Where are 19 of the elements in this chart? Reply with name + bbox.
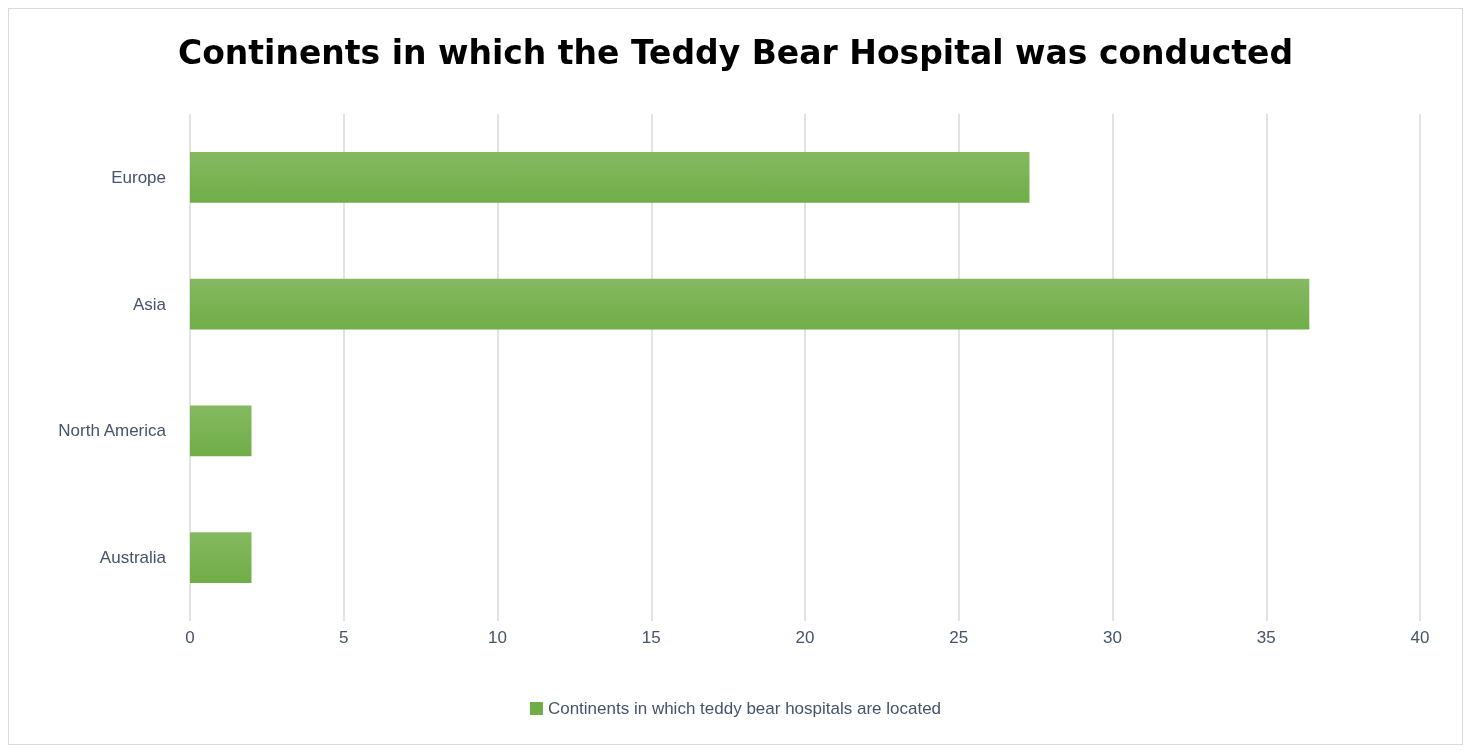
- x-tick-label: 0: [185, 628, 195, 647]
- chart-title: Continents in which the Teddy Bear Hospital was conducted: [177, 33, 1294, 72]
- legend-label: Continents in which teddy bear hospitals are located: [547, 699, 942, 718]
- bar: [190, 152, 1030, 203]
- x-tick-label: 40: [1410, 628, 1430, 647]
- x-tick-label: 25: [949, 628, 969, 647]
- x-tick-label: 5: [339, 628, 349, 647]
- x-tick-label: 10: [488, 628, 507, 647]
- y-tick-label: Asia: [132, 294, 167, 314]
- x-tick-label: 20: [795, 628, 815, 647]
- y-tick-label: Europe: [111, 167, 166, 187]
- x-tick-label: 15: [641, 628, 661, 647]
- bar: [190, 278, 1310, 330]
- bar: [190, 532, 252, 583]
- x-tick-label: 30: [1103, 628, 1122, 647]
- y-tick-label: Australia: [99, 548, 167, 568]
- y-tick-label: North America: [58, 421, 167, 441]
- bar: [190, 405, 252, 457]
- x-tick-label: 35: [1256, 628, 1276, 647]
